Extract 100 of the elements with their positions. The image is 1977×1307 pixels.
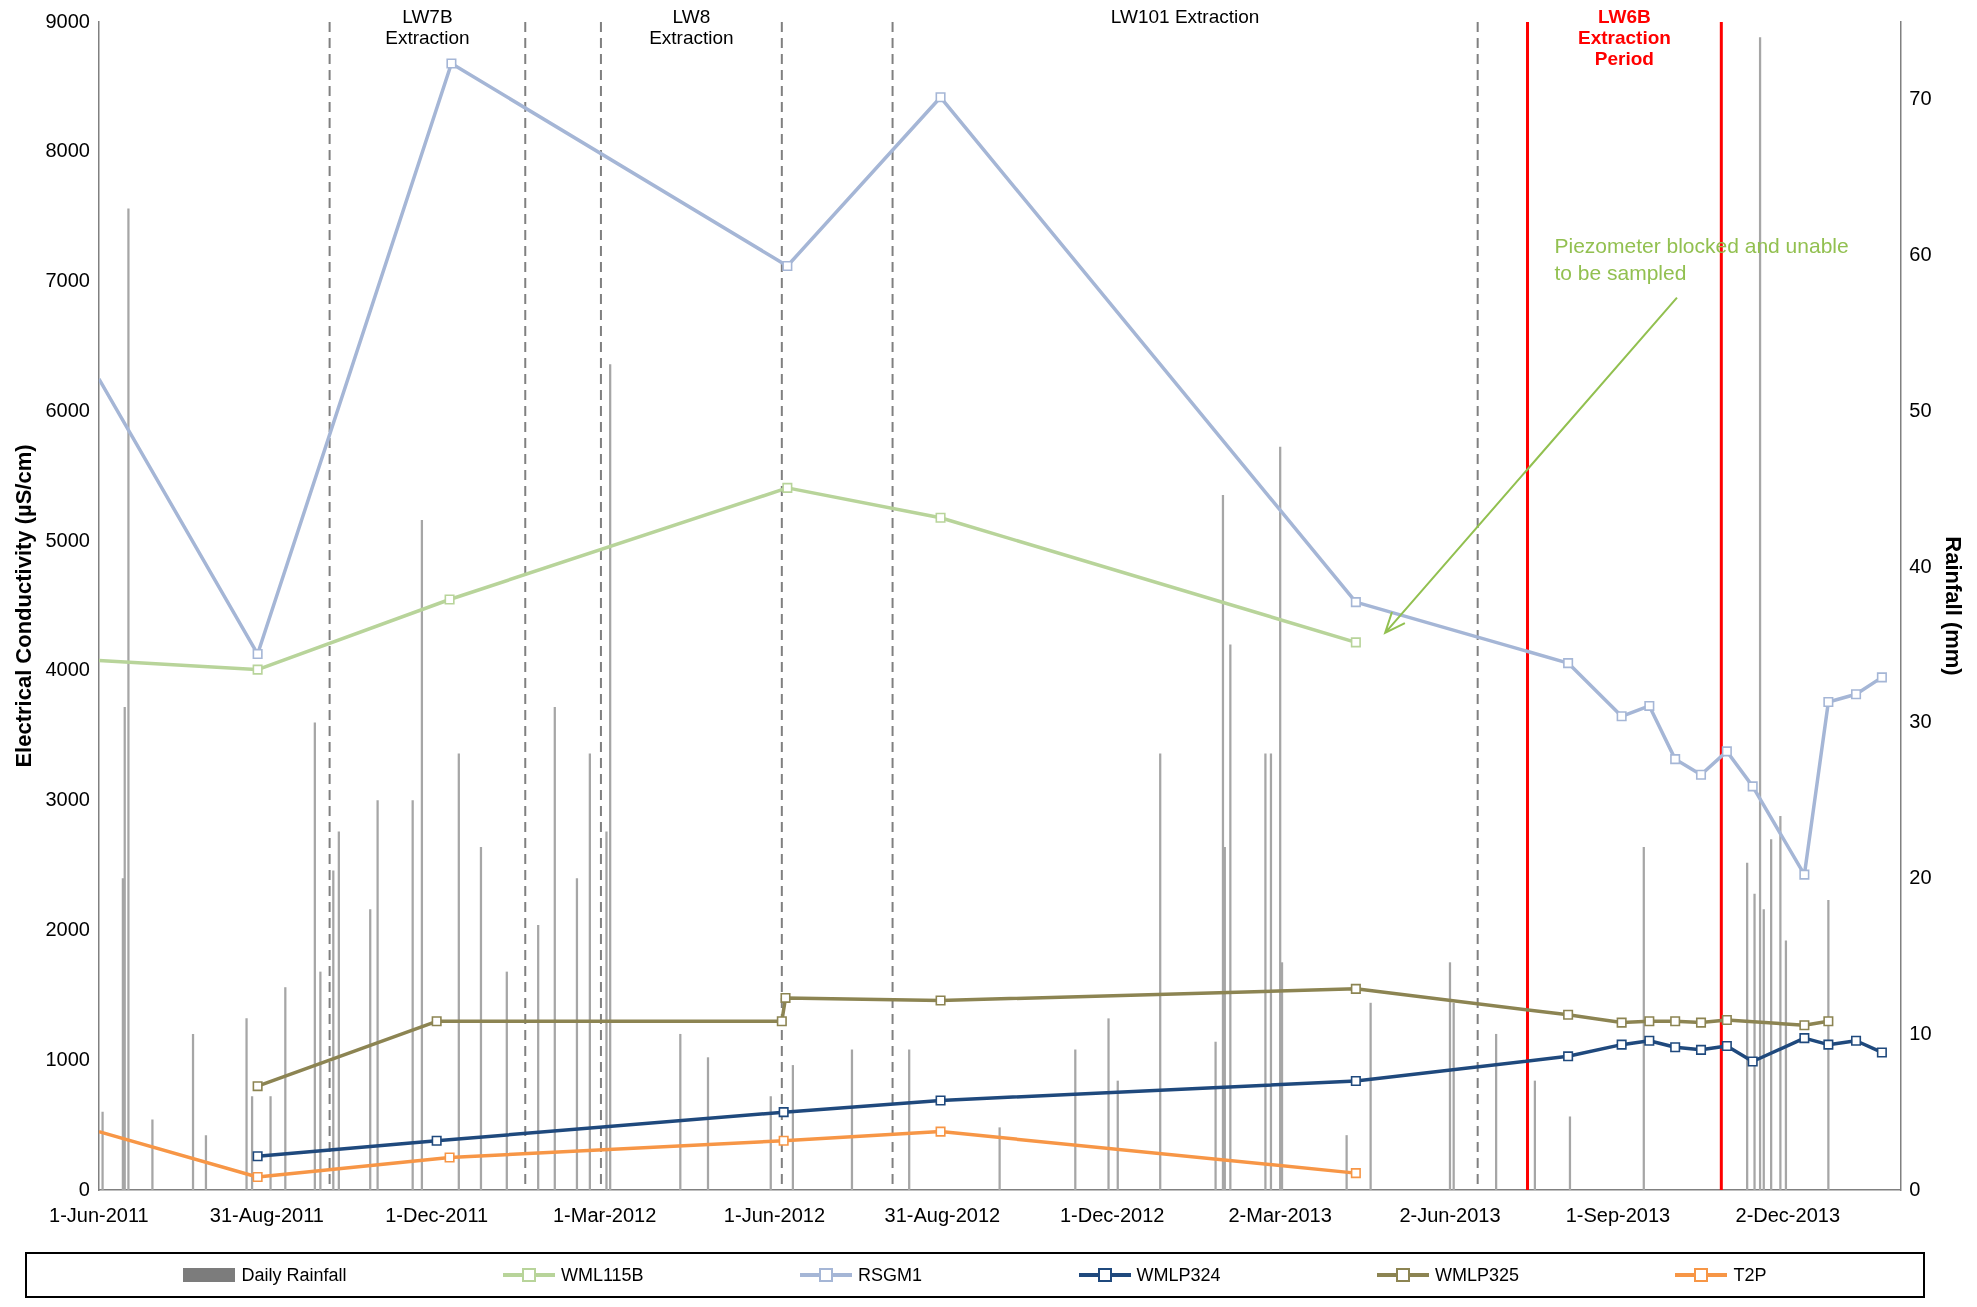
point [1799, 1033, 1810, 1044]
point [1350, 1168, 1361, 1179]
bar [1779, 815, 1782, 1190]
annotation: LW8 Extraction [649, 5, 734, 48]
x-tick-label: 31-Aug-2011 [209, 1203, 324, 1226]
legend-label: WMLP325 [1435, 1264, 1520, 1286]
point [782, 482, 793, 493]
point [1670, 1042, 1681, 1053]
y-tick-label: 5000 [45, 528, 90, 551]
point [252, 1081, 263, 1092]
bar [1264, 753, 1267, 1190]
y-tick-label: 0 [78, 1177, 90, 1200]
y2-tick-label: 20 [1909, 866, 1932, 889]
x-tick-label: 1-Mar-2012 [552, 1203, 657, 1226]
point [1695, 1017, 1707, 1028]
y-tick-label: 3000 [45, 788, 90, 811]
bar [1753, 893, 1756, 1190]
point [1799, 1020, 1810, 1031]
point [252, 648, 263, 660]
x-tick-label: 31-Aug-2012 [884, 1203, 1001, 1226]
point [1823, 1039, 1834, 1050]
y2-tick-label: 60 [1909, 243, 1932, 266]
y-tick-label: 4000 [45, 658, 90, 681]
bar [1345, 1135, 1348, 1190]
bar [998, 1127, 1001, 1190]
point [1670, 754, 1681, 765]
point [1644, 1035, 1655, 1046]
y-tick-label: 2000 [45, 917, 90, 940]
point [1876, 672, 1887, 683]
y-tick-label: 6000 [45, 398, 90, 421]
point [776, 1016, 787, 1027]
point [778, 1135, 789, 1146]
y2-tick-label: 0 [1909, 1177, 1921, 1200]
point [935, 1126, 946, 1137]
y-axis-title: Electrical Conductivity (µS/cm) [11, 444, 37, 768]
x-tick-label: 1-Sep-2013 [1565, 1203, 1671, 1226]
point [778, 1107, 789, 1118]
legend-label: WMLP324 [1136, 1264, 1221, 1286]
point [1644, 700, 1655, 711]
y2-axis-title: Rainfall (mm) [1940, 536, 1966, 676]
legend-label: RSGM1 [858, 1264, 923, 1286]
y2-tick-label: 30 [1909, 710, 1932, 733]
bar [127, 208, 130, 1190]
bar [151, 1119, 154, 1190]
point [1851, 1035, 1862, 1046]
y-tick-label: 1000 [45, 1047, 90, 1070]
bar [269, 1096, 272, 1190]
y2-tick-label: 70 [1909, 87, 1932, 110]
point [252, 664, 263, 675]
point [1721, 746, 1732, 757]
x-tick-label: 1-Dec-2012 [1059, 1203, 1165, 1226]
point [1851, 689, 1862, 700]
y2-tick-label: 10 [1909, 1021, 1932, 1044]
point [1695, 1044, 1707, 1055]
annotation: LW6B Extraction Period [1577, 5, 1671, 69]
bar [101, 1111, 104, 1190]
legend-label: T2P [1733, 1264, 1767, 1286]
point [1721, 1040, 1732, 1051]
point [252, 1151, 263, 1162]
bar [1107, 1018, 1110, 1190]
point [1747, 1056, 1758, 1067]
point [444, 594, 455, 605]
point [1747, 781, 1758, 792]
point [431, 1135, 442, 1146]
point [935, 1095, 946, 1106]
point [782, 260, 793, 272]
point [1350, 1075, 1361, 1087]
x-tick-label: 1-Jun-2012 [723, 1203, 826, 1226]
point [1644, 1016, 1655, 1027]
point [1799, 869, 1810, 880]
point [444, 1152, 455, 1163]
point [780, 992, 791, 1003]
annotation: LW101 Extraction [1110, 5, 1260, 27]
bar [1369, 1002, 1372, 1190]
point [1823, 1016, 1834, 1027]
x-tick-label: 2-Dec-2013 [1735, 1203, 1841, 1226]
point [1616, 1017, 1627, 1028]
point [935, 512, 946, 523]
annotation: LW7B Extraction [385, 5, 470, 48]
y-tick-label: 7000 [45, 269, 90, 292]
legend-label: WML115B [560, 1264, 644, 1286]
point [935, 995, 946, 1006]
legend-label: Daily Rainfall [241, 1264, 347, 1286]
x-tick-label: 2-Mar-2013 [1228, 1203, 1332, 1226]
x-tick-label: 1-Jun-2011 [49, 1203, 149, 1226]
bar [1214, 1041, 1217, 1190]
point [1350, 637, 1361, 648]
point [1823, 696, 1834, 708]
x-tick-label: 2-Jun-2013 [1399, 1203, 1501, 1226]
point [446, 58, 457, 69]
point [1350, 597, 1361, 608]
y2-tick-label: 50 [1909, 398, 1932, 421]
point [252, 1171, 263, 1183]
point [1616, 1039, 1627, 1050]
point [1876, 1047, 1887, 1058]
point [935, 92, 946, 103]
point [431, 1016, 442, 1027]
y-tick-label: 8000 [45, 139, 90, 162]
point [1670, 1016, 1681, 1027]
point [1695, 769, 1707, 780]
